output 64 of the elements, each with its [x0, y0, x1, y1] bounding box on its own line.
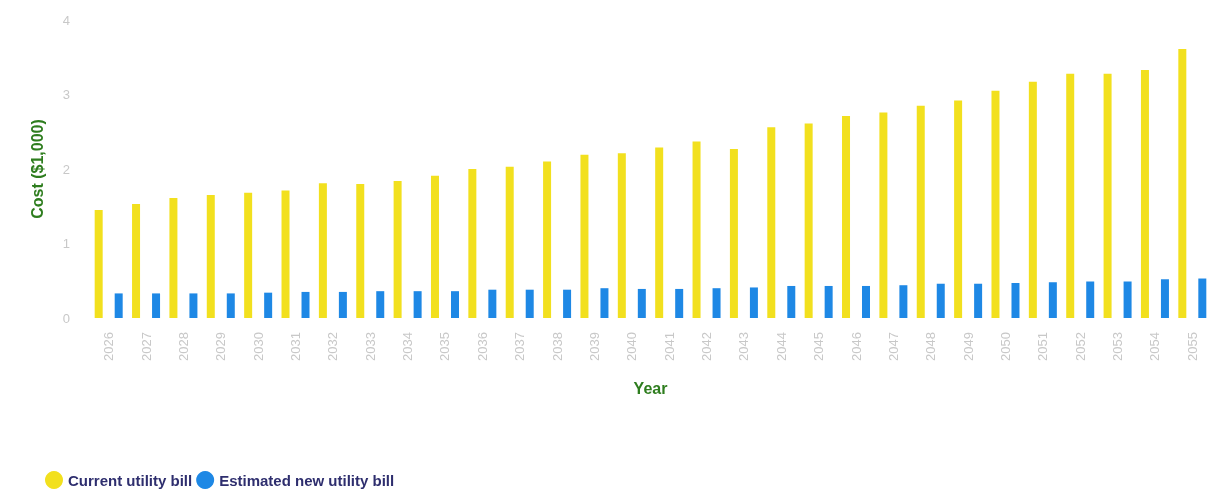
legend-label: Estimated new utility bill: [219, 471, 395, 489]
bar: [338, 291, 347, 318]
bar: [787, 285, 796, 318]
bar: [916, 105, 925, 318]
bar: [563, 289, 572, 318]
bar: [94, 209, 103, 318]
bar: [189, 293, 198, 318]
bar: [1140, 69, 1149, 318]
bar: [264, 292, 273, 318]
bar: [226, 293, 235, 318]
bar: [132, 204, 141, 318]
bar: [525, 289, 534, 318]
bar: [244, 192, 253, 318]
bar: [729, 148, 738, 318]
y-axis-title: Cost ($1,000): [28, 119, 46, 219]
bar: [488, 289, 497, 318]
bar: [675, 288, 684, 318]
bar: [376, 291, 385, 318]
bar: [804, 123, 813, 318]
bar: [1198, 278, 1207, 318]
bar: [692, 141, 701, 318]
bar: [1011, 282, 1020, 318]
bar: [1160, 279, 1169, 318]
bar: [393, 180, 402, 318]
bar: [899, 285, 908, 318]
bar: [767, 127, 776, 318]
bar: [954, 100, 963, 318]
bar: [936, 283, 945, 318]
bar: [114, 293, 123, 318]
bar: [413, 291, 422, 318]
bar: [580, 154, 589, 318]
bar: [1048, 282, 1057, 318]
bar: [1066, 73, 1075, 318]
bar: [356, 183, 365, 318]
bar: [318, 183, 327, 318]
bar: [505, 166, 514, 318]
legend-label: Current utility bill: [68, 471, 193, 489]
bar: [712, 288, 721, 318]
bar: [1103, 73, 1112, 318]
bar: [169, 198, 178, 318]
bar: [749, 287, 758, 318]
bar: [974, 283, 983, 318]
bar: [1123, 281, 1132, 318]
bar: [1086, 281, 1095, 318]
bar: [281, 190, 290, 318]
bar: [450, 291, 459, 318]
bar: [879, 112, 888, 318]
bar: [862, 285, 871, 318]
bar: [637, 288, 646, 318]
bar: [842, 116, 851, 318]
bar: [543, 161, 552, 318]
bar: [1028, 81, 1037, 318]
x-axis-title: Year: [633, 379, 668, 397]
bar: [655, 147, 664, 318]
bar: [206, 195, 215, 318]
bar: [430, 175, 439, 318]
bar: [991, 90, 1000, 318]
bar: [617, 153, 626, 318]
bar: [468, 169, 477, 318]
bar: [152, 293, 161, 318]
bar: [600, 288, 609, 318]
bar: [1178, 49, 1187, 318]
bar: [824, 285, 833, 318]
bar: [301, 291, 310, 318]
